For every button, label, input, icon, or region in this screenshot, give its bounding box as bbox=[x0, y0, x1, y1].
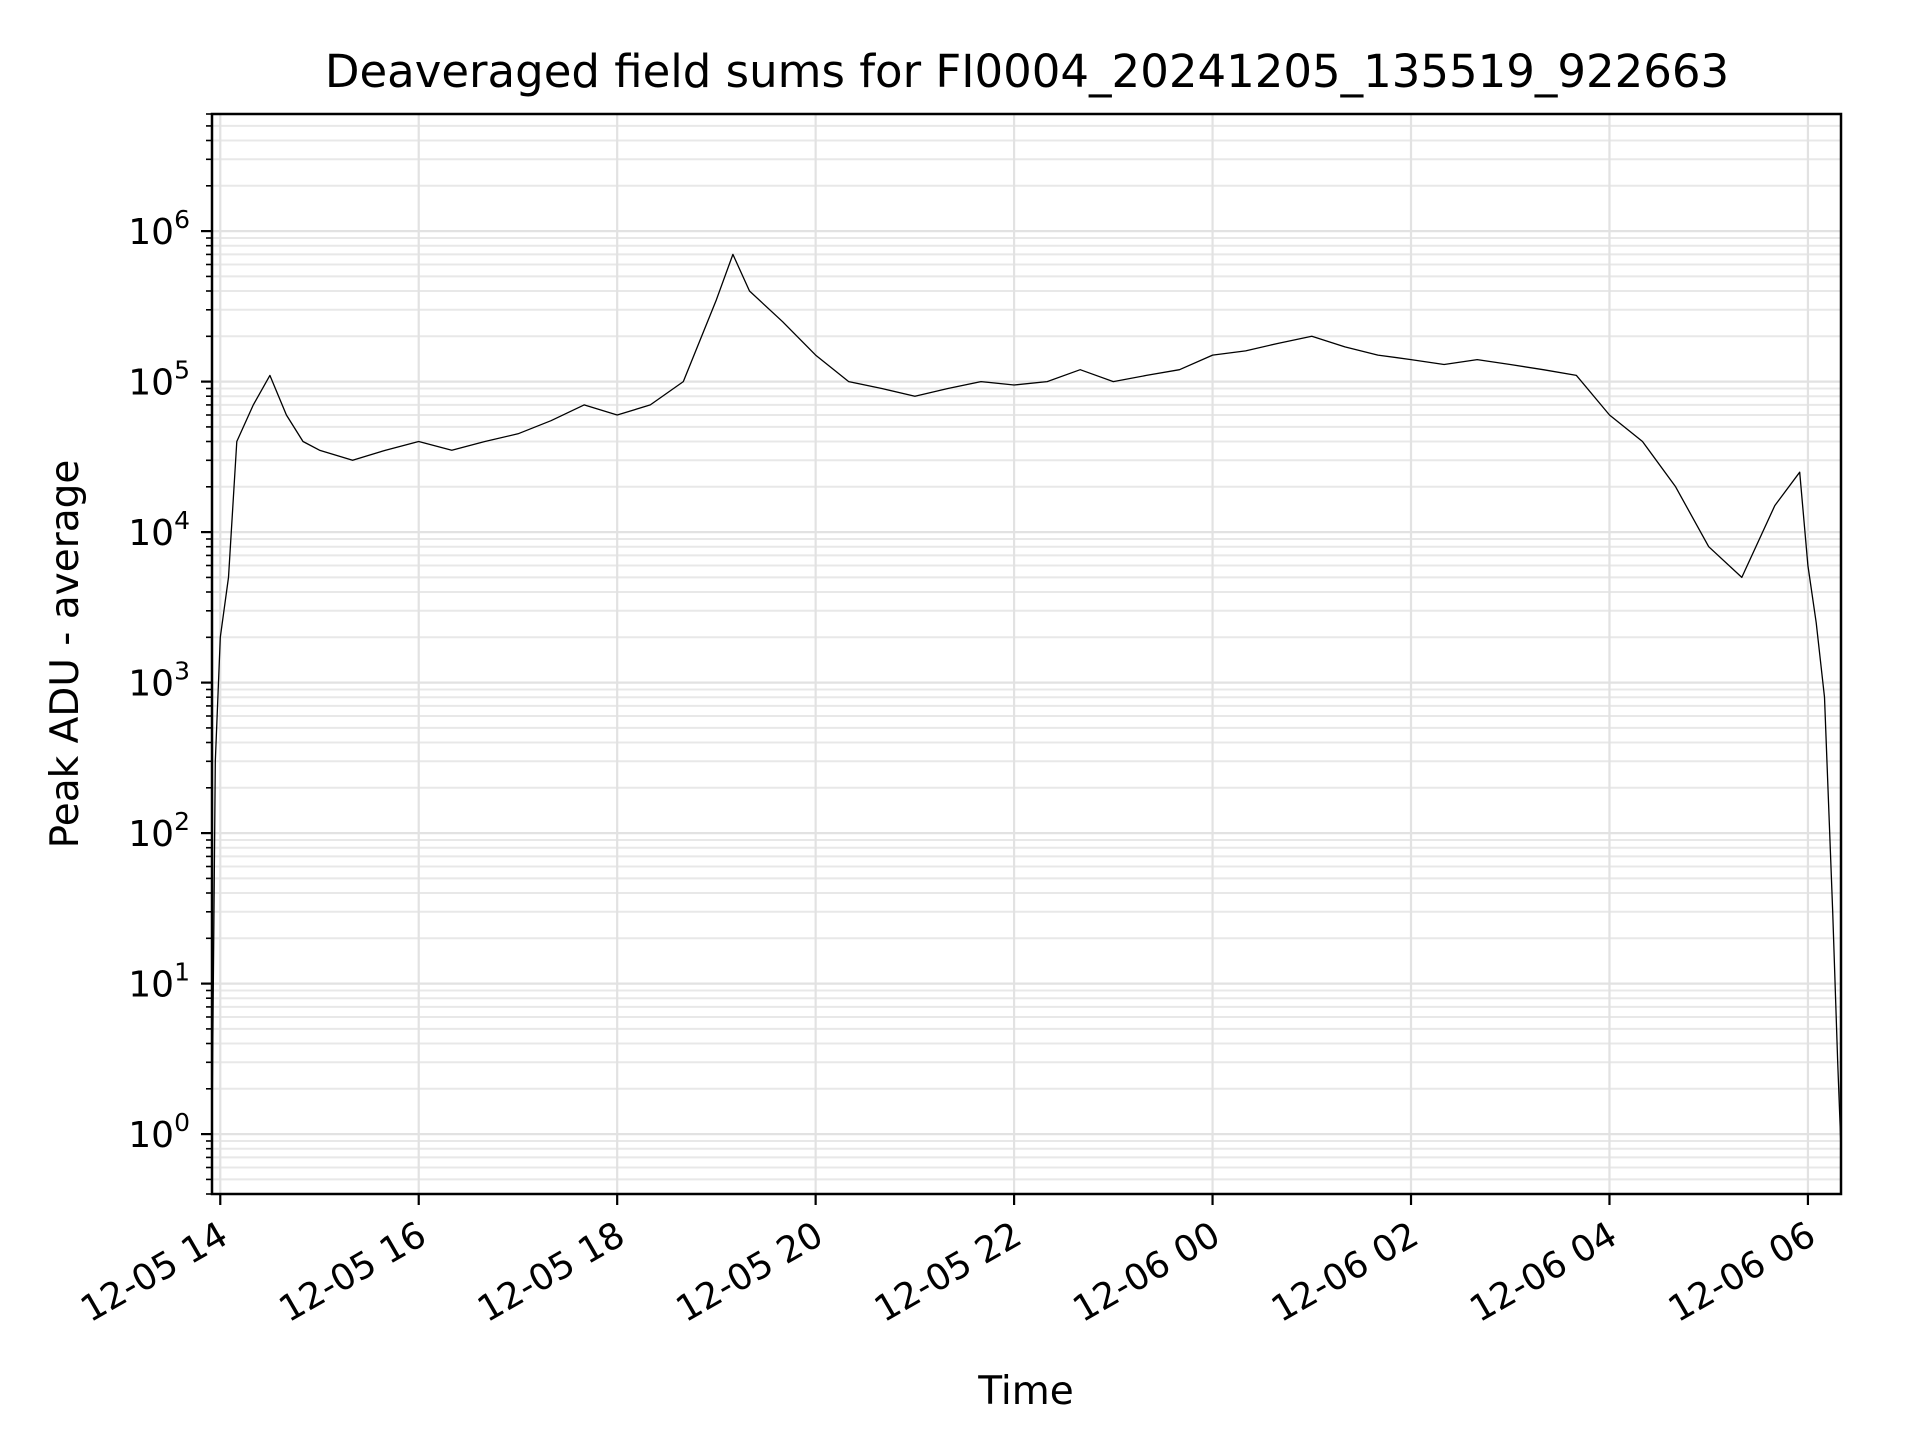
y-tick-label: 100 bbox=[128, 1108, 190, 1156]
y-tick-label: 102 bbox=[128, 807, 190, 855]
minor-gridlines bbox=[212, 113, 1841, 1195]
x-axis-label: Time bbox=[977, 1369, 1073, 1414]
series-line bbox=[211, 253, 1842, 1149]
y-tick-label: 103 bbox=[128, 657, 190, 705]
y-tick-label: 106 bbox=[128, 205, 190, 253]
y-axis: 100 101 102 103 104 105 106 bbox=[128, 113, 212, 1195]
y-tick-label: 101 bbox=[128, 958, 190, 1006]
chart-title: Deaveraged field sums for FI0004_2024120… bbox=[325, 45, 1729, 98]
y-tick-label: 104 bbox=[128, 506, 190, 554]
y-axis-label: Peak ADU - average bbox=[43, 460, 88, 849]
major-gridlines bbox=[212, 114, 1841, 1194]
y-tick-label: 105 bbox=[128, 356, 190, 404]
plot-frame bbox=[210, 112, 1843, 1196]
